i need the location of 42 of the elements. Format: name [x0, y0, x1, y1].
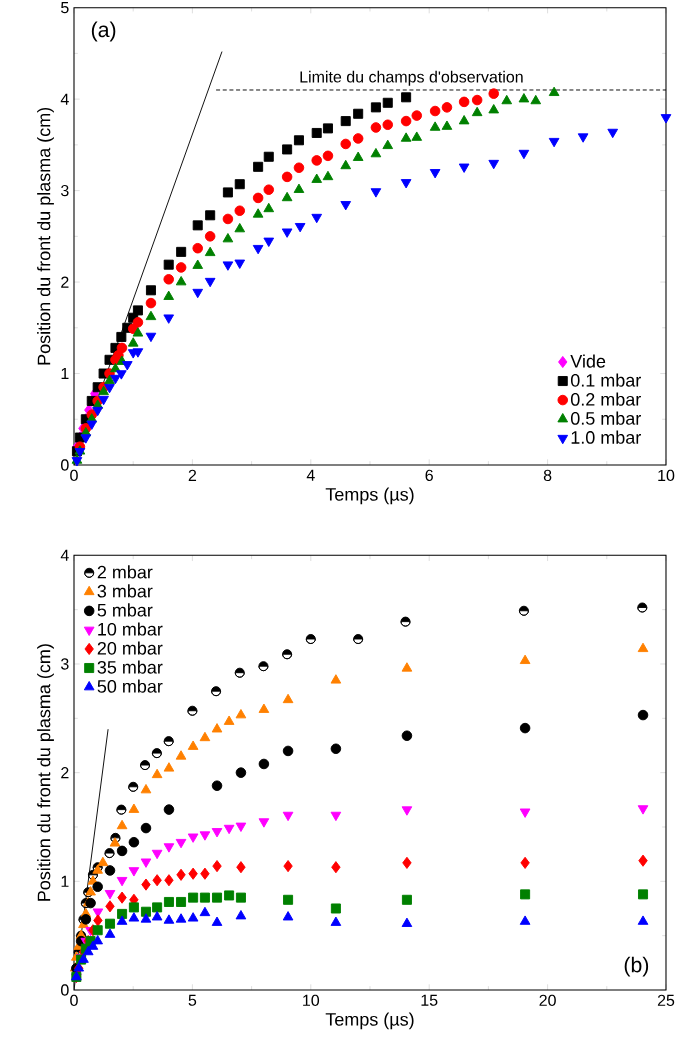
legend-label: 3 mbar: [97, 584, 153, 598]
y-tick-label: 1: [61, 368, 69, 380]
x-tick-label: 8: [543, 469, 552, 482]
legend-label: 0.2 mbar: [570, 392, 641, 406]
x-tick-label: 10: [303, 994, 320, 1007]
x-tick-label: 0: [70, 994, 78, 1007]
x-tick-label: 20: [539, 994, 556, 1007]
legend-label: 2 mbar: [97, 565, 153, 579]
x-tick-label: 2: [188, 469, 197, 481]
legend-label: 5 mbar: [97, 603, 153, 617]
y-tick-label: 0: [61, 459, 69, 471]
x-axis-title: Temps (µs): [325, 1012, 414, 1030]
x-tick-label: 15: [421, 994, 438, 1006]
y-axis-title: Position du front du plasma (cm): [37, 644, 54, 901]
legend-label: 20 mbar: [97, 641, 163, 655]
x-tick-label: 5: [188, 994, 197, 1006]
legend-label: 0.1 mbar: [570, 373, 641, 387]
legend-label: 50 mbar: [97, 679, 163, 693]
x-tick-label: 4: [306, 469, 315, 481]
annotation: (b): [624, 956, 649, 977]
annotation: (a): [91, 21, 116, 42]
x-tick-label: 10: [658, 469, 675, 482]
annotation: Limite du champs d'observation: [300, 70, 523, 86]
x-tick-label: 6: [425, 469, 433, 482]
y-tick-label: 3: [61, 658, 69, 670]
x-tick-label: 25: [657, 994, 675, 1007]
y-tick-label: 0: [61, 984, 69, 996]
legend-label: 35 mbar: [97, 660, 163, 674]
legend-label: 1.0 mbar: [571, 430, 641, 444]
y-tick-label: 3: [61, 184, 69, 197]
y-axis-title: Position du front du plasma (cm): [37, 107, 54, 365]
y-tick-label: 2: [61, 276, 69, 288]
y-tick-label: 1: [61, 875, 69, 887]
legend-label: 0.5 mbar: [570, 411, 641, 425]
y-tick-label: 5: [61, 2, 69, 14]
x-tick-label: 0: [70, 469, 78, 482]
y-tick-label: 2: [61, 767, 69, 779]
y-tick-label: 4: [60, 549, 69, 561]
y-tick-label: 4: [60, 93, 69, 105]
legend-label: 10 mbar: [98, 622, 163, 636]
x-axis-title: Temps (µs): [325, 487, 414, 505]
legend-label: Vide: [570, 354, 606, 368]
